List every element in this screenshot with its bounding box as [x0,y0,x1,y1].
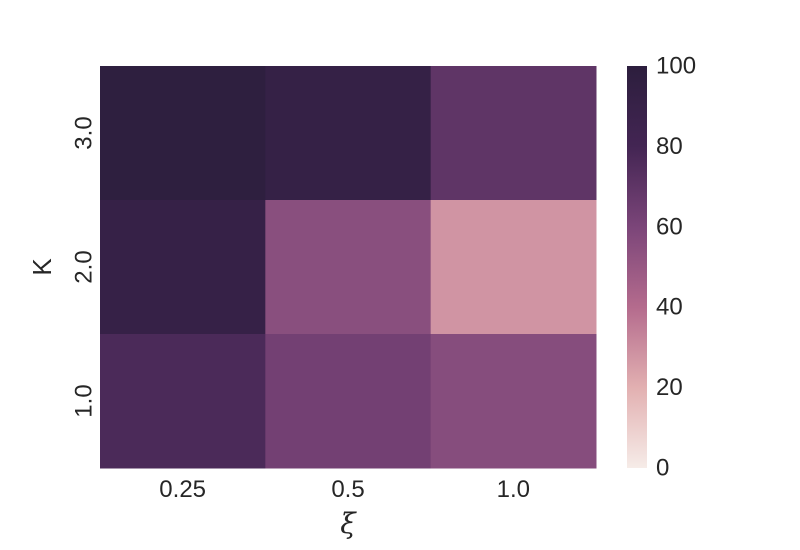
colorbar-tick-label: 40 [656,294,683,321]
heatmap-cell [100,334,266,469]
heatmap-cell [100,200,266,335]
colorbar-tick-labels: 0 20 40 60 80 100 [656,53,696,482]
x-tick-label: 1.0 [497,476,530,503]
y-tick-label: 3.0 [71,116,98,149]
y-axis-label: K [27,258,57,276]
x-tick-label: 0.5 [331,476,364,503]
colorbar-tick-label: 20 [656,374,683,401]
x-axis-label: ξ [340,507,357,540]
y-tick-label: 2.0 [71,250,98,283]
colorbar-tick-label: 0 [656,455,669,482]
heatmap-cell [265,334,432,469]
colorbar-tick-label: 80 [656,133,683,160]
heatmap-cells [100,66,597,469]
colorbar-tick-label: 60 [656,213,683,240]
colorbar-tick-label: 100 [656,53,696,80]
heatmap-cell [430,200,597,335]
heatmap-cell [100,66,266,201]
heatmap-cell [265,66,432,201]
heatmap-cell [430,334,597,469]
heatmap-cell [265,200,432,335]
x-tick-label: 0.25 [159,476,206,503]
y-tick-label: 1.0 [71,384,98,417]
x-tick-labels: 0.25 0.5 1.0 [159,476,530,503]
heatmap-cell [430,66,597,201]
y-tick-labels: 3.0 2.0 1.0 [71,116,98,417]
colorbar [627,66,647,468]
